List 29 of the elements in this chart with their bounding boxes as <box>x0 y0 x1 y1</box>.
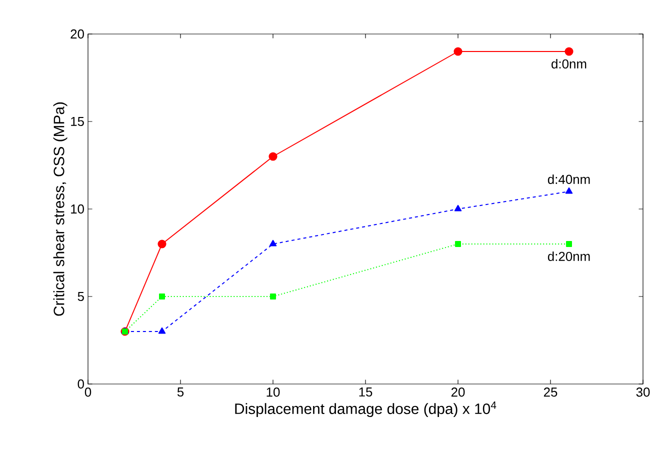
point <box>565 187 573 194</box>
point <box>158 240 166 248</box>
point <box>270 294 276 300</box>
series-label: d:20nm <box>548 252 590 262</box>
point <box>159 294 165 300</box>
x-tick-label: 25 <box>544 388 558 397</box>
point <box>269 240 277 246</box>
y-tick-label: 15 <box>71 116 84 126</box>
x-tick-label: 20 <box>451 388 465 397</box>
point <box>566 241 572 247</box>
point <box>158 327 166 334</box>
series-label: d:0nm <box>552 59 586 69</box>
y-tick-label: 10 <box>71 204 84 214</box>
y-axis-title: Critical shear stress, CSS (MPa) <box>53 102 68 316</box>
point <box>268 152 278 161</box>
x-tick-label: 0 <box>84 388 92 397</box>
point <box>455 241 461 247</box>
y-tick-label: 5 <box>78 292 84 302</box>
point <box>454 47 462 56</box>
point <box>454 204 462 212</box>
x-tick-label: 5 <box>177 388 184 397</box>
y-tick-label: 0 <box>78 379 84 389</box>
x-tick-label: 30 <box>636 388 650 397</box>
x-tick-label: 10 <box>266 388 280 397</box>
series-label: d:40nm <box>548 174 590 184</box>
x-tick-label: 15 <box>359 388 372 397</box>
x-axis-title: Displacement damage dose (dpa) x 10$^{4}$ <box>235 402 496 418</box>
y-tick-label: 20 <box>70 29 84 39</box>
point <box>564 47 574 56</box>
